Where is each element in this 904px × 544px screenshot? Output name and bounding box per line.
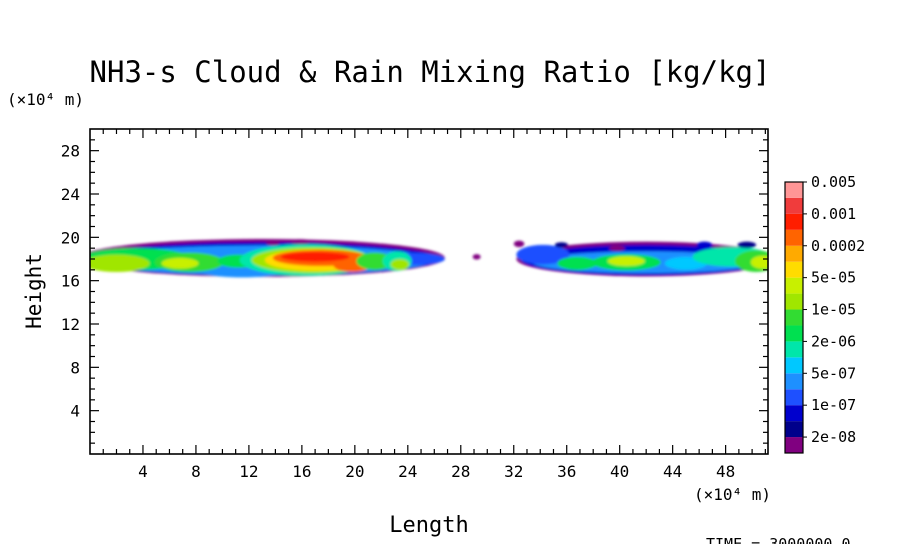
y-axis-label: Height — [22, 253, 46, 329]
colorbar-swatch — [785, 213, 803, 230]
colorbar-swatch — [785, 293, 803, 310]
x-tick-label: 12 — [239, 462, 258, 481]
cloud-contour — [161, 257, 199, 269]
cloud-contour — [280, 251, 350, 262]
y-tick-label: 20 — [61, 228, 80, 247]
y-tick-label: 16 — [61, 272, 80, 291]
plot-area — [90, 238, 768, 278]
colorbar-swatch — [785, 182, 803, 198]
colorbar-swatch — [785, 389, 803, 406]
colorbar-frame — [784, 181, 804, 454]
time-label: TIME = 3000000.0 — [706, 535, 851, 544]
x-unit-label: (×10⁴ m) — [694, 485, 771, 504]
cloud-fragment — [609, 245, 625, 251]
y-tick-label: 8 — [70, 358, 80, 377]
y-unit-label: (×10⁴ m) — [7, 90, 84, 109]
colorbar-swatch — [785, 197, 803, 214]
y-tick-label: 4 — [70, 402, 80, 421]
x-tick-label: 8 — [191, 462, 201, 481]
plot-frame — [89, 128, 769, 455]
colorbar-swatch — [785, 405, 803, 422]
cloud-layer — [90, 238, 768, 278]
x-axis-ticks: 4 8 12 16 20 24 28 32 36 40 44 48 — [102, 129, 766, 481]
colorbar-label: 0.001 — [811, 205, 856, 223]
x-tick-label: 40 — [610, 462, 629, 481]
x-tick-label: 24 — [398, 462, 417, 481]
cloud-fragment — [696, 241, 713, 249]
y-tick-label: 24 — [61, 185, 80, 204]
colorbar-label: 2e-08 — [811, 428, 856, 446]
x-axis-label: Length — [389, 513, 468, 538]
colorbar-swatch — [785, 373, 803, 390]
y-tick-label: 28 — [61, 142, 80, 161]
cloud-fragment — [554, 242, 569, 248]
colorbar-label: 1e-07 — [811, 396, 856, 414]
colorbar-label: 5e-05 — [811, 269, 856, 287]
colorbar-swatch — [785, 277, 803, 294]
colorbar-label: 0.0002 — [811, 237, 865, 255]
colorbar-swatch — [785, 229, 803, 246]
cloud-contour — [90, 254, 150, 272]
x-tick-label: 36 — [557, 462, 576, 481]
cloud-fragment — [737, 241, 757, 249]
cloud-contour — [607, 256, 645, 267]
colorbar-label: 1e-05 — [811, 301, 856, 319]
colorbar: 2e-08 1e-07 5e-07 2e-06 1e-05 5e-05 0.0002 0.00… — [784, 173, 865, 454]
chart-title: NH3-s Cloud & Rain Mixing Ratio [kg/kg] — [90, 55, 771, 89]
cloud-contour — [557, 256, 598, 270]
colorbar-label: 2e-06 — [811, 332, 856, 350]
cloud-fragment — [266, 240, 280, 246]
x-tick-label: 48 — [716, 462, 735, 481]
cloud-contour — [356, 252, 394, 270]
cloud-contour — [516, 244, 570, 265]
cloud-contour — [750, 255, 768, 269]
colorbar-swatch — [785, 357, 803, 374]
x-tick-label: 16 — [292, 462, 311, 481]
colorbar-label: 0.005 — [811, 173, 856, 191]
x-tick-label: 20 — [345, 462, 364, 481]
y-tick-label: 12 — [61, 315, 80, 334]
colorbar-swatch — [785, 325, 803, 342]
cloud-fragment — [472, 254, 481, 260]
cloud-fragment — [513, 240, 525, 248]
x-tick-label: 28 — [451, 462, 470, 481]
colorbar-swatch — [785, 309, 803, 326]
x-tick-label: 44 — [663, 462, 682, 481]
colorbar-swatch — [785, 341, 803, 358]
x-tick-label: 4 — [138, 462, 148, 481]
cloud-fragment — [289, 239, 312, 245]
x-tick-label: 32 — [504, 462, 523, 481]
colorbar-label: 5e-07 — [811, 364, 856, 382]
colorbar-swatch — [785, 261, 803, 278]
colorbar-swatch — [785, 421, 803, 438]
colorbar-swatch — [785, 437, 803, 453]
cloud-contour — [390, 259, 410, 270]
colorbar-swatch — [785, 245, 803, 262]
y-axis-ticks: 4 8 12 16 20 24 28 — [61, 139, 768, 444]
